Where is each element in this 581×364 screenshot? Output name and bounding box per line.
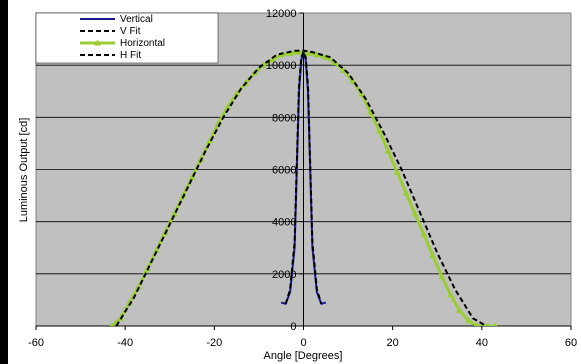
horizontal-marker-34 (411, 210, 419, 217)
horizontal-marker-42 (484, 322, 489, 326)
left-frame-border (0, 0, 8, 364)
y-axis-title: Luminous Output [cd] (18, 118, 30, 223)
horizontal-marker-23 (313, 51, 321, 58)
horizontal-marker-14 (233, 90, 241, 97)
horizontal-marker-20 (286, 49, 294, 56)
horizontal-marker-31 (384, 147, 392, 154)
horizontal-marker-5 (152, 246, 160, 253)
horizontal-marker-41 (475, 322, 480, 326)
horizontal-marker-36 (429, 252, 437, 259)
series-h-fit-line (115, 49, 487, 326)
x-tick-label-20: 20 (387, 337, 399, 349)
horizontal-marker-35 (420, 231, 428, 238)
horizontal-marker-13 (224, 103, 232, 110)
y-tick-label-10000: 10000 (266, 60, 297, 72)
legend-label-horizontal: Horizontal (120, 38, 165, 49)
horizontal-marker-33 (402, 189, 410, 196)
series-v-fit-line (284, 51, 323, 305)
horizontal-marker-11 (206, 137, 214, 144)
x-tick-label--20: -20 (206, 337, 222, 349)
legend-label-vertical: Vertical (120, 14, 153, 25)
y-tick-label-12000: 12000 (266, 8, 297, 20)
horizontal-marker-0 (109, 322, 114, 326)
y-tick-label-2000: 2000 (272, 269, 296, 281)
horizontal-marker-30 (375, 126, 383, 133)
x-tick-label--60: -60 (28, 337, 44, 349)
horizontal-marker-37 (438, 272, 446, 279)
horizontal-marker-22 (304, 49, 312, 56)
legend: Vertical V Fit Horizontal H Fit (35, 12, 219, 64)
legend-label-v-fit: V Fit (120, 26, 141, 37)
y-tick-label-8000: 8000 (272, 112, 296, 124)
horizontal-marker-40 (464, 317, 472, 324)
horizontal-marker-18 (268, 56, 276, 63)
horizontal-marker-29 (366, 108, 374, 115)
horizontal-marker-9 (188, 173, 196, 180)
horizontal-marker-7 (170, 210, 178, 217)
x-tick-label-60: 60 (565, 337, 577, 349)
legend-box (35, 12, 219, 64)
horizontal-marker-43 (493, 322, 498, 326)
tick-labels: 0 2000 4000 6000 8000 10000 12000 -60 -40 -20 0 20 4… (28, 8, 577, 349)
x-axis-title: Angle [Degrees] (264, 350, 343, 362)
y-tick-label-4000: 4000 (272, 217, 296, 229)
y-tick-label-0: 0 (290, 321, 296, 333)
x-tick-label-40: 40 (476, 337, 488, 349)
x-tick-label-0: 0 (300, 337, 306, 349)
horizontal-marker-3 (135, 283, 143, 290)
horizontal-marker-27 (349, 77, 357, 84)
horizontal-marker-39 (456, 306, 464, 313)
x-tick-label--40: -40 (117, 337, 133, 349)
legend-marker-horizontal (94, 39, 101, 46)
horizontal-marker-32 (393, 168, 401, 175)
horizontal-marker-38 (447, 291, 455, 298)
legend-label-h-fit: H Fit (120, 50, 141, 61)
series-group (109, 48, 498, 326)
y-tick-label-6000: 6000 (272, 165, 296, 177)
